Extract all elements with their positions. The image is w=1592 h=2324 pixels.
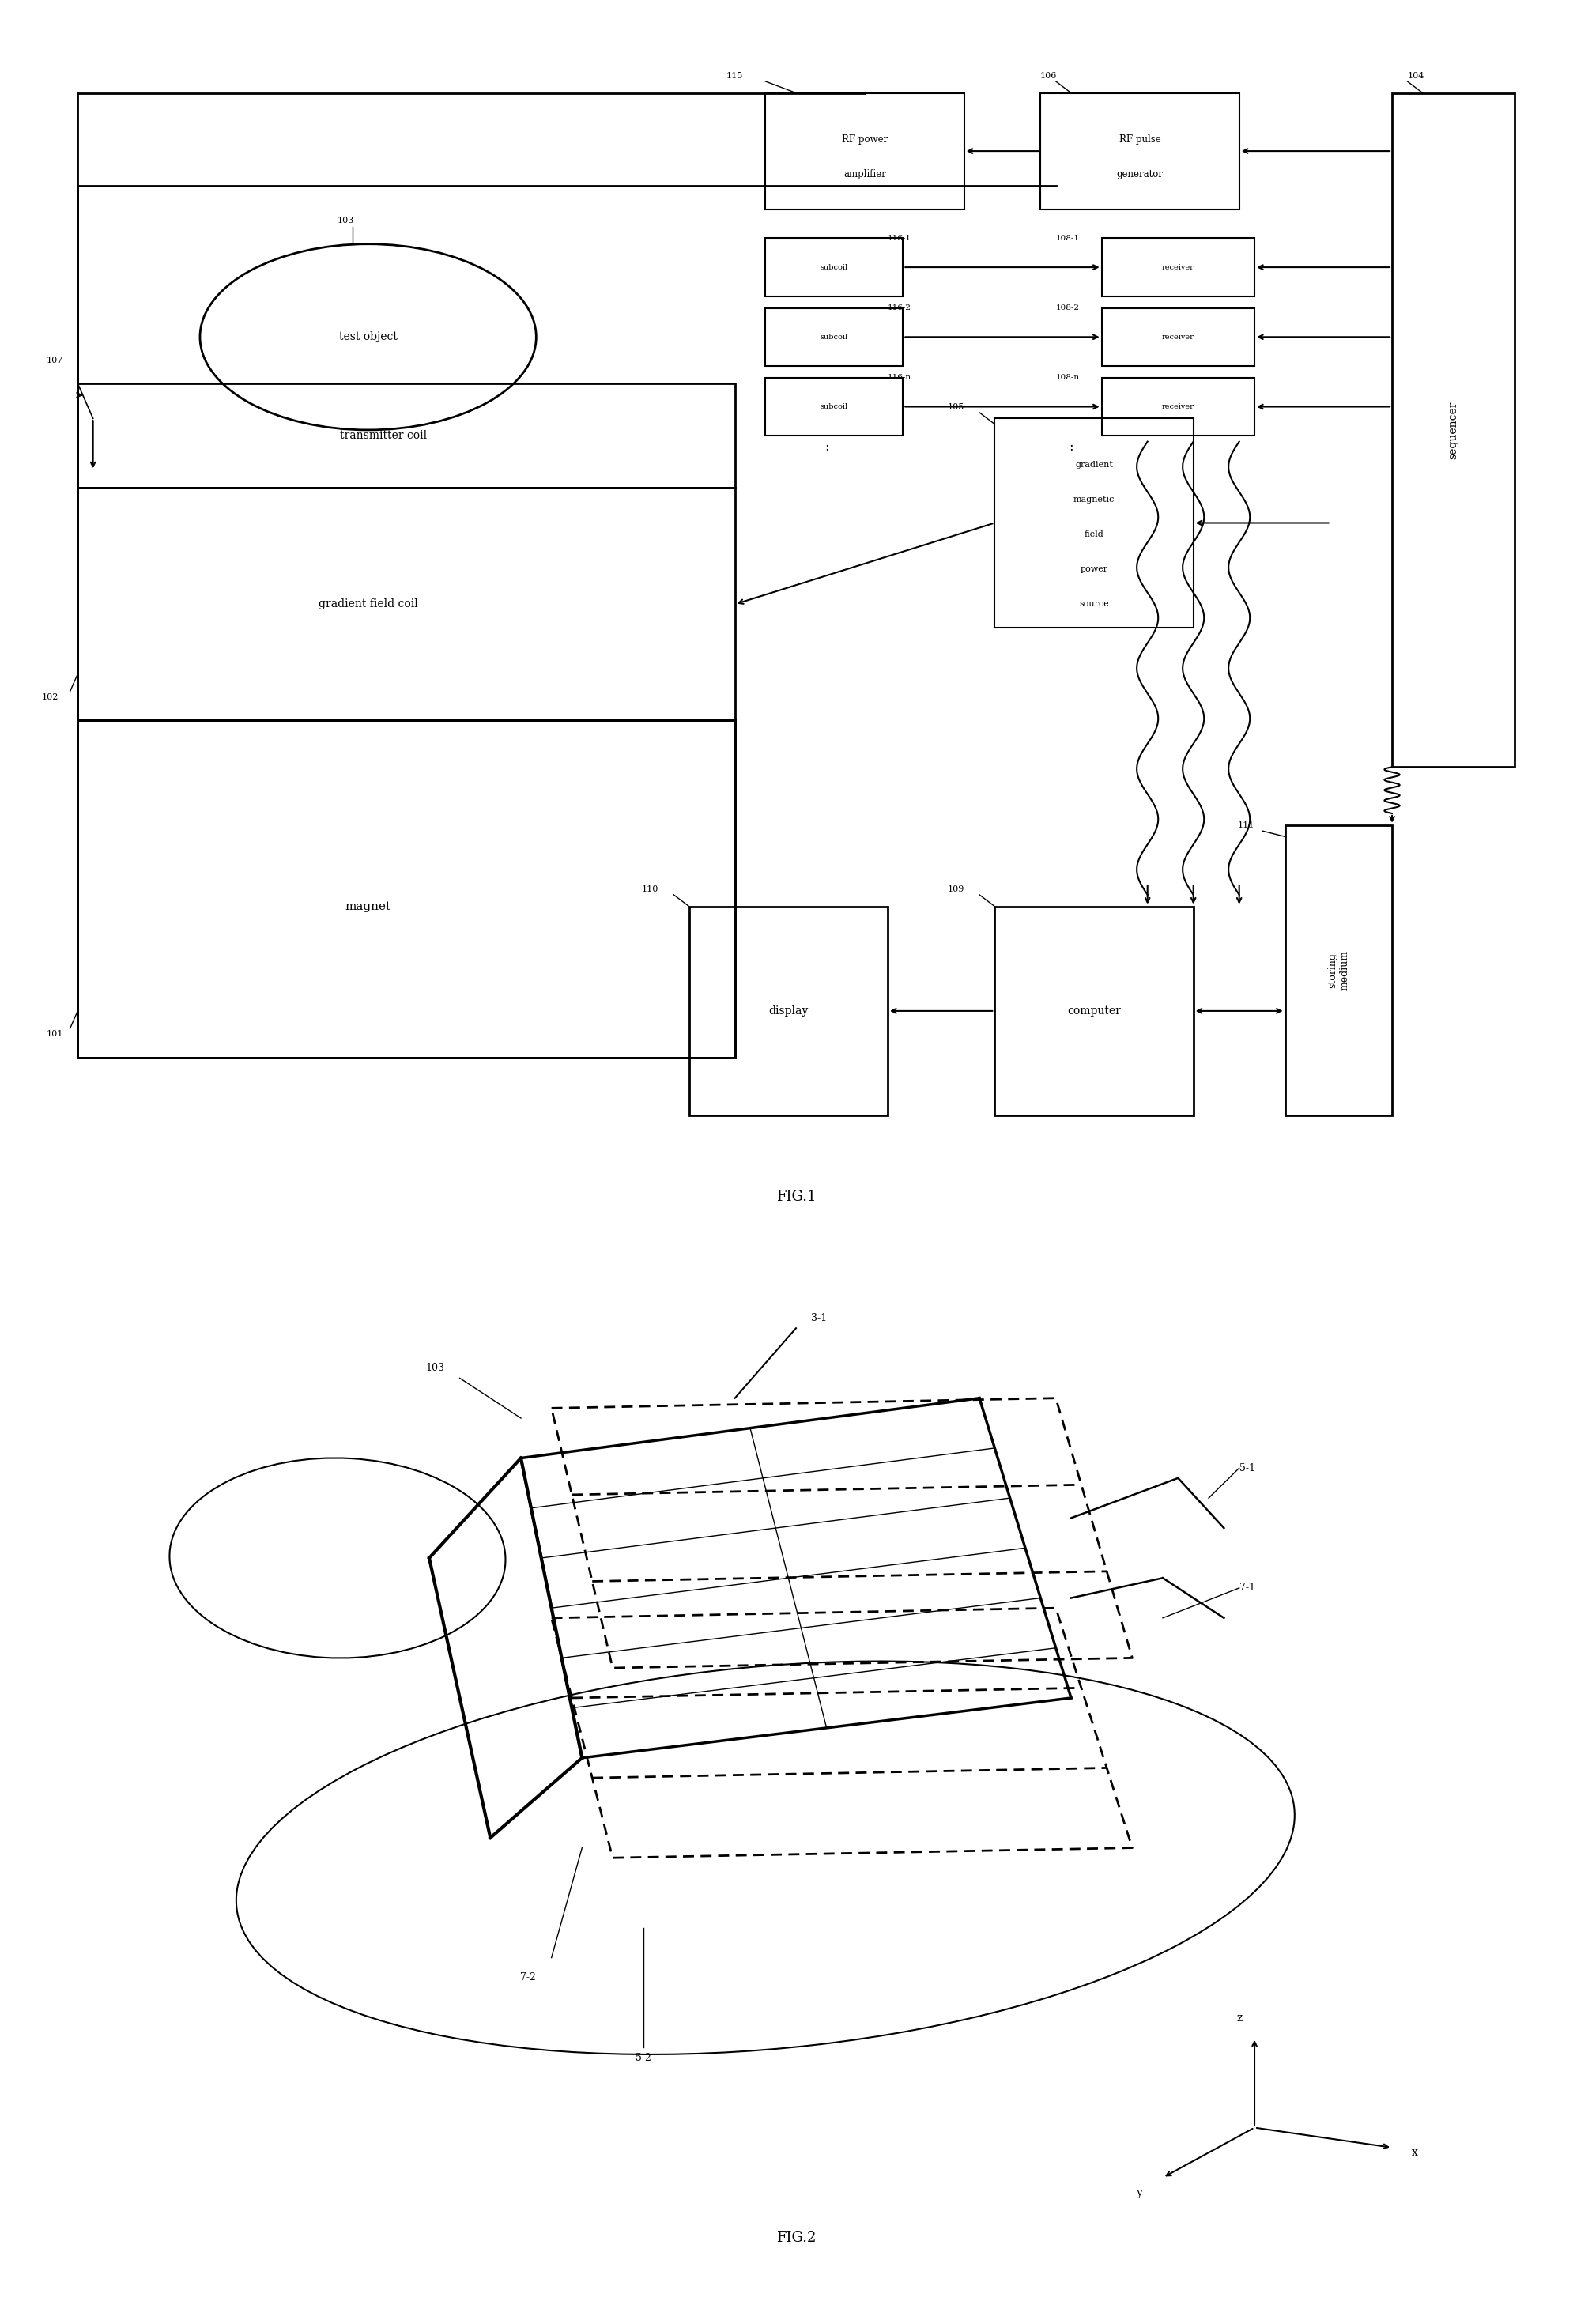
Text: 115: 115 xyxy=(726,72,743,79)
Text: 103: 103 xyxy=(338,216,355,225)
Text: subcoil: subcoil xyxy=(820,332,849,342)
Text: 102: 102 xyxy=(41,693,59,702)
Text: RF power: RF power xyxy=(842,135,888,144)
Bar xyxy=(689,906,888,1116)
Text: 108-2: 108-2 xyxy=(1055,304,1079,311)
Text: 116-n: 116-n xyxy=(888,374,912,381)
Text: subcoil: subcoil xyxy=(820,263,849,272)
Text: magnet: magnet xyxy=(345,902,392,911)
Bar xyxy=(1041,93,1239,209)
Text: 111: 111 xyxy=(1237,820,1254,830)
Bar xyxy=(1285,825,1391,1116)
Bar xyxy=(766,309,903,367)
Text: 7-1: 7-1 xyxy=(1239,1583,1254,1594)
Text: receiver: receiver xyxy=(1162,402,1194,411)
Text: sequencer: sequencer xyxy=(1447,402,1458,460)
Text: 109: 109 xyxy=(947,885,965,892)
Bar xyxy=(995,418,1194,627)
Text: gradient field coil: gradient field coil xyxy=(318,600,417,609)
Text: RF pulse: RF pulse xyxy=(1119,135,1161,144)
Text: generator: generator xyxy=(1116,170,1164,179)
Text: :: : xyxy=(825,442,829,453)
Text: receiver: receiver xyxy=(1162,263,1194,272)
Text: power: power xyxy=(1079,565,1108,574)
Text: 7-2: 7-2 xyxy=(521,1973,537,1982)
Text: test object: test object xyxy=(339,332,398,342)
Text: display: display xyxy=(769,1006,809,1016)
Text: 116-1: 116-1 xyxy=(888,235,911,242)
Text: z: z xyxy=(1237,2013,1242,2024)
Text: gradient: gradient xyxy=(1075,460,1113,469)
Text: 105: 105 xyxy=(947,402,965,411)
Text: 5-1: 5-1 xyxy=(1239,1462,1254,1473)
Text: amplifier: amplifier xyxy=(844,170,887,179)
Text: 108-1: 108-1 xyxy=(1055,235,1079,242)
Bar xyxy=(1102,379,1254,437)
Text: 116-2: 116-2 xyxy=(888,304,911,311)
Bar xyxy=(78,383,736,488)
Text: 3-1: 3-1 xyxy=(812,1313,828,1322)
Text: 103: 103 xyxy=(425,1362,444,1373)
Text: 107: 107 xyxy=(46,356,64,365)
Bar xyxy=(766,379,903,437)
Bar xyxy=(1391,93,1514,767)
Bar xyxy=(78,488,736,720)
Text: computer: computer xyxy=(1067,1006,1121,1016)
Text: 110: 110 xyxy=(642,885,659,892)
Text: FIG.1: FIG.1 xyxy=(775,1190,817,1204)
Text: receiver: receiver xyxy=(1162,332,1194,342)
Text: 106: 106 xyxy=(1040,72,1057,79)
Text: 104: 104 xyxy=(1407,72,1425,79)
Text: source: source xyxy=(1079,600,1110,609)
Text: 108-n: 108-n xyxy=(1055,374,1079,381)
Bar xyxy=(78,720,736,1057)
Text: y: y xyxy=(1137,2187,1143,2199)
Text: 101: 101 xyxy=(46,1030,64,1039)
Text: 5-2: 5-2 xyxy=(635,2052,651,2064)
Text: transmitter coil: transmitter coil xyxy=(339,430,427,442)
Text: field: field xyxy=(1084,530,1103,539)
Bar xyxy=(995,906,1194,1116)
Text: :: : xyxy=(1068,442,1073,453)
Text: storing
medium: storing medium xyxy=(1328,951,1350,990)
Bar xyxy=(766,239,903,297)
Bar xyxy=(766,93,965,209)
Text: magnetic: magnetic xyxy=(1073,495,1114,504)
Text: subcoil: subcoil xyxy=(820,402,849,411)
Bar xyxy=(1102,309,1254,367)
Bar xyxy=(1102,239,1254,297)
Text: x: x xyxy=(1412,2147,1418,2159)
Text: FIG.2: FIG.2 xyxy=(775,2231,817,2245)
